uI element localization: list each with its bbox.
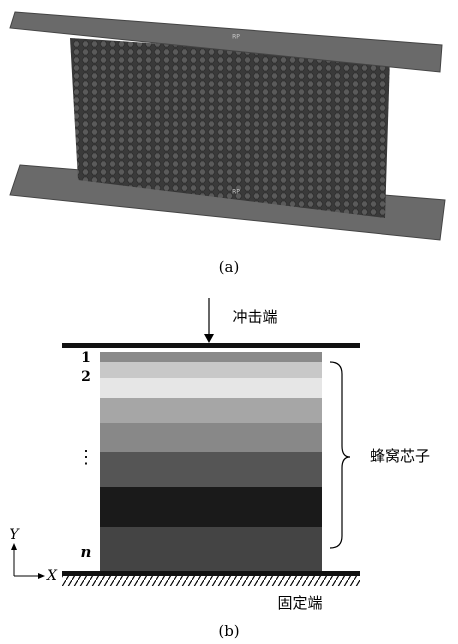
layer-label: n	[81, 543, 92, 561]
layer-label: ⋮	[77, 447, 95, 468]
panel-label: (b)	[218, 622, 239, 640]
panel-label: (a)	[219, 258, 240, 276]
layer	[100, 362, 322, 378]
arrow-head	[38, 573, 45, 579]
figure: RP RP (a) 冲击端 蜂窝芯子 1 2 ⋮ n Y X	[0, 0, 458, 644]
arrow-head	[11, 543, 17, 550]
reference-point: RP	[232, 189, 240, 196]
layer	[100, 398, 322, 423]
panel-a: RP RP (a)	[10, 12, 445, 276]
impact-end-label: 冲击端	[232, 308, 277, 326]
layer-label: 1	[81, 350, 91, 366]
layer	[100, 487, 322, 527]
fixed-hatching	[62, 576, 360, 586]
reference-point: RP	[232, 34, 240, 41]
core-label: 蜂窝芯子	[370, 447, 430, 465]
panel-b: 冲击端 蜂窝芯子 1 2 ⋮ n Y X 固定端 (b)	[9, 298, 430, 640]
bottom-plate	[62, 571, 360, 576]
layer	[100, 378, 322, 398]
core-layers	[100, 352, 322, 572]
axis-label: Y	[9, 527, 20, 543]
arrow-head	[204, 334, 214, 343]
bracket	[330, 362, 350, 548]
axis-label: X	[46, 568, 58, 584]
layer-label: 2	[81, 369, 91, 385]
top-plate	[62, 343, 360, 348]
layer	[100, 423, 322, 452]
layer	[100, 352, 322, 362]
layer	[100, 527, 322, 572]
layer	[100, 452, 322, 487]
fixed-end-label: 固定端	[277, 594, 322, 612]
